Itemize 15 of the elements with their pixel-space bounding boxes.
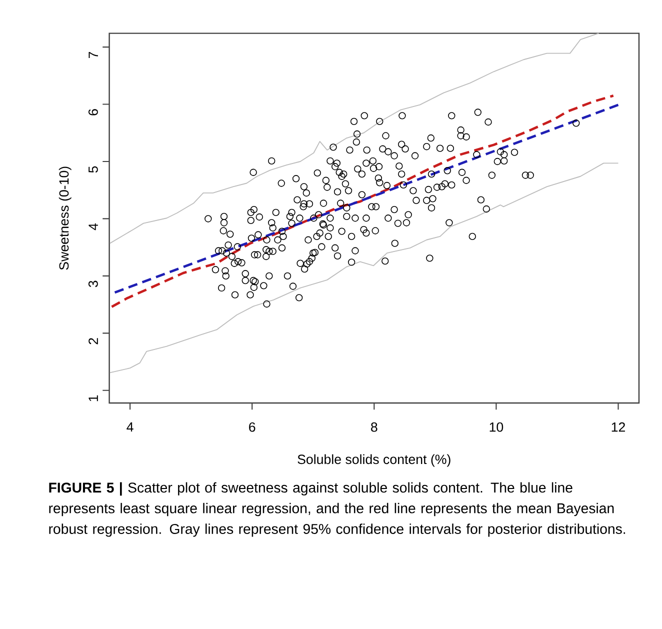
y-tick-label: 7	[88, 52, 98, 58]
x-tick-label: 6	[249, 422, 256, 432]
y-tick-label: 6	[88, 109, 98, 116]
y-tick-label: 1	[88, 395, 98, 402]
y-tick-label: 2	[88, 338, 98, 344]
x-axis-title: Soluble solids content (%)	[298, 454, 450, 467]
x-tick-label: 4	[126, 422, 134, 432]
x-tick-label: 12	[612, 422, 625, 432]
x-tick-label: 10	[490, 422, 504, 432]
text: FIGURE 5 | Scatter plot of sweetness against soluble solids content. The blue line represents least square linear regression, and the red line represents the mean Bayesian robust regression. Gray lines represent 95% confidence intervals for posterior distributions.	[49, 482, 626, 537]
y-tick-label: 4	[88, 223, 98, 230]
x-tick-label: 8	[371, 422, 378, 432]
y-axis-title: Sweetness (0-10)	[58, 166, 72, 270]
y-tick-label: 3	[88, 280, 98, 288]
y-tick-label: 5	[88, 166, 98, 173]
